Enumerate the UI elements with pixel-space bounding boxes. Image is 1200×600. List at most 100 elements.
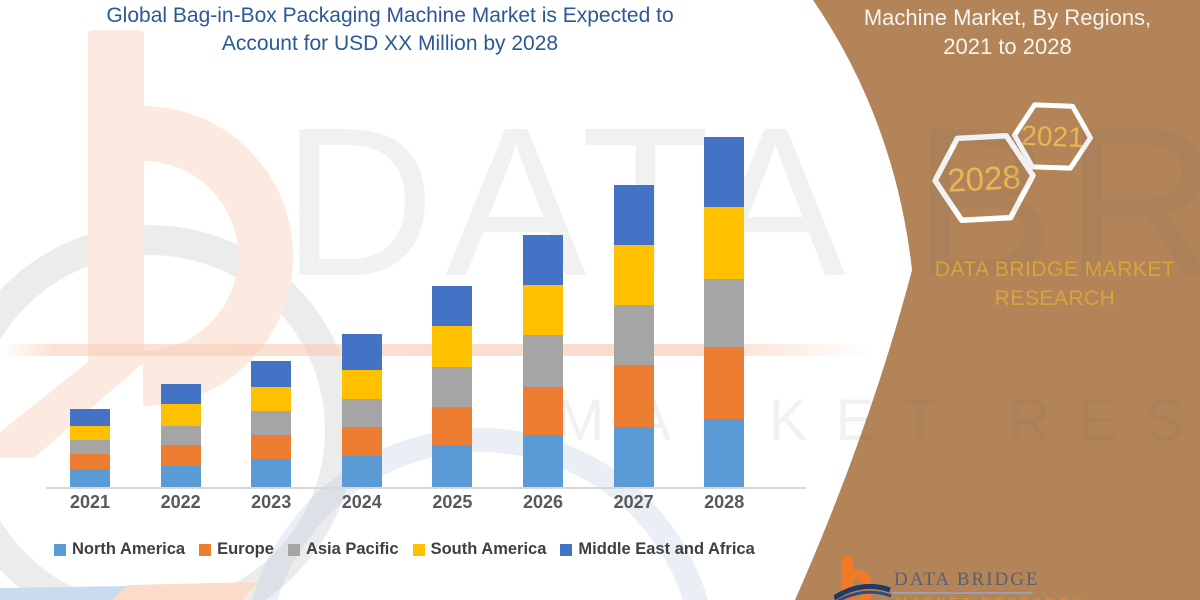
peach-b-stem-watermark: [88, 30, 144, 365]
gray-ring-watermark: [0, 225, 355, 600]
bar-2026: [523, 235, 563, 487]
bar-2027: [613, 185, 654, 487]
bar-2028-segment-north-america: [704, 419, 745, 487]
bar-2023: [251, 361, 292, 487]
right-panel-background: [795, 0, 1200, 600]
bar-2021-segment-europe: [70, 454, 110, 469]
panel-brand-line1: DATA BRIDGE MARKET: [934, 258, 1176, 281]
legend-item-middle-east-and-africa: Middle East and Africa: [560, 540, 755, 559]
panel-heading-line1: Machine Market, By Regions,: [863, 5, 1152, 30]
bar-2022-segment-middle-east-and-africa: [160, 384, 201, 404]
bar-2023-segment-north-america: [251, 459, 292, 487]
bar-2024-segment-north-america: [341, 456, 382, 487]
bar-2023-segment-middle-east-and-africa: [251, 361, 292, 387]
x-axis-label-2026: 2026: [522, 492, 564, 512]
x-axis-label-2021: 2021: [69, 492, 111, 512]
chart-title: Global Bag-in-Box Packaging Machine Mark…: [58, 2, 722, 58]
bar-2022-segment-europe: [160, 445, 201, 466]
bar-2028-segment-europe: [704, 347, 745, 419]
legend-label-middle-east-and-africa: Middle East and Africa: [578, 540, 755, 558]
watermark-text-row2: MARKET RESEARCH: [556, 388, 1200, 453]
legend-item-south-america: South America: [412, 540, 546, 559]
legend-item-europe: Europe: [199, 540, 274, 559]
bar-2022-segment-north-america: [160, 466, 201, 487]
bar-2026-segment-north-america: [523, 435, 563, 487]
bar-2024: [341, 334, 382, 487]
bar-2027-segment-europe: [613, 365, 654, 427]
legend-label-asia-pacific: Asia Pacific: [305, 540, 399, 558]
bar-2025-segment-europe: [432, 407, 473, 445]
bar-2026-segment-europe: [523, 387, 563, 435]
legend-swatch-europe: [199, 543, 212, 556]
legend-item-north-america: North America: [54, 540, 185, 559]
x-axis-label-2025: 2025: [432, 492, 473, 512]
legend-label-europe: Europe: [217, 540, 274, 558]
bar-2025: [432, 286, 473, 487]
bar-2021-segment-middle-east-and-africa: [70, 409, 110, 426]
bar-2025-segment-asia-pacific: [432, 367, 473, 407]
bar-2028-segment-south-america: [704, 207, 745, 279]
blue-ring-watermark: [252, 428, 708, 600]
x-axis-label-2023: 2023: [251, 492, 292, 512]
legend-swatch-south-america: [412, 543, 425, 556]
bar-2024-segment-asia-pacific: [341, 399, 382, 427]
bar-2021-segment-north-america: [70, 469, 110, 487]
legend-item-asia-pacific: Asia Pacific: [287, 540, 399, 559]
panel-brand-text: DATA BRIDGE MARKET RESEARCH: [900, 255, 1200, 313]
blue-wedge-decoration: [0, 586, 130, 600]
hexagon-2028-label: 2028: [946, 158, 1021, 199]
peach-wedge-decoration: [112, 582, 258, 600]
x-axis-label-2022: 2022: [160, 492, 201, 512]
hexagon-2021: 2021: [1012, 102, 1093, 171]
chart-title-line2: Account for USD XX Million by 2028: [221, 32, 559, 55]
bar-2024-segment-south-america: [341, 370, 382, 399]
bar-2021-segment-asia-pacific: [70, 440, 110, 454]
footer-logo-rule: [892, 592, 1032, 594]
bar-2023-segment-europe: [251, 435, 292, 459]
bar-2022-segment-asia-pacific: [160, 426, 201, 445]
bar-2024-segment-middle-east-and-africa: [341, 334, 382, 370]
bar-2028-segment-middle-east-and-africa: [704, 137, 745, 207]
legend-swatch-north-america: [54, 543, 66, 556]
bar-2026-segment-south-america: [523, 285, 563, 335]
footer-logo-b-icon: [832, 556, 892, 600]
panel-heading: Machine Market, By Regions, 2021 to 2028: [845, 3, 1170, 61]
legend: North America Europe Asia Pacific South Ame…: [54, 540, 755, 559]
bar-2026-segment-asia-pacific: [523, 335, 563, 387]
footer-logo-name: DATA BRIDGE: [894, 569, 1040, 590]
x-axis-line: [46, 487, 806, 489]
footer-logo-sub: MARKET RESEARCH: [896, 595, 1086, 600]
bar-2024-segment-europe: [341, 427, 382, 456]
x-axis-label-2028: 2028: [704, 492, 745, 512]
bar-2027-segment-middle-east-and-africa: [613, 185, 654, 245]
hexagon-2028: 2028: [932, 133, 1036, 223]
bar-2028: [704, 137, 745, 487]
bar-2023-segment-south-america: [251, 387, 292, 411]
bar-2025-segment-middle-east-and-africa: [432, 286, 473, 326]
footer-logo: DATA BRIDGE MARKET RESEARCH: [832, 556, 1094, 600]
bar-2027-segment-asia-pacific: [613, 305, 654, 365]
bar-2028-segment-asia-pacific: [704, 279, 745, 347]
bar-2022: [160, 384, 201, 487]
legend-swatch-asia-pacific: [287, 543, 300, 556]
hexagon-2021-label: 2021: [1021, 120, 1084, 153]
bar-2023-segment-asia-pacific: [251, 411, 292, 435]
bar-2027-segment-north-america: [613, 427, 654, 487]
bar-2026-segment-middle-east-and-africa: [523, 235, 563, 285]
legend-label-north-america: North America: [72, 540, 186, 558]
panel-heading-line2: 2021 to 2028: [943, 34, 1072, 59]
bar-2027-segment-south-america: [613, 245, 654, 305]
bar-2022-segment-south-america: [160, 404, 201, 426]
bar-2025-segment-north-america: [432, 445, 473, 487]
bar-2025-segment-south-america: [432, 326, 473, 367]
x-axis-label-2027: 2027: [613, 492, 654, 512]
legend-swatch-middle-east-and-africa: [560, 543, 573, 556]
panel-brand-line2: RESEARCH: [994, 287, 1116, 310]
bar-chart: 2021 2022 2023 2024 2025 2026 2027 2028: [46, 137, 806, 512]
peach-b-bowl-watermark: [143, 106, 293, 406]
x-axis-label-2024: 2024: [341, 492, 382, 512]
bar-2021-segment-south-america: [70, 426, 110, 440]
